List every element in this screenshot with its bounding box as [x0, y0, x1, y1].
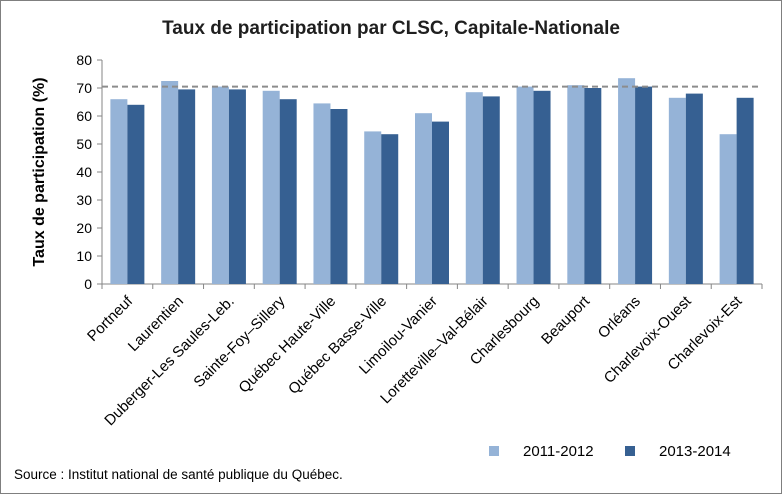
y-tick-label: 60: [76, 108, 92, 124]
bar-series-1: [211, 86, 229, 284]
bar-series-1: [668, 97, 686, 284]
bar-series-2: [432, 121, 449, 284]
y-tick-label: 10: [76, 248, 92, 264]
x-tick-label: Orléans: [595, 293, 644, 342]
bar-series-2: [178, 89, 196, 285]
y-axis-label: Taux de participation (%): [31, 77, 48, 266]
bar-series-2: [381, 134, 399, 284]
bar-series-2: [584, 88, 602, 284]
legend-label-series-2: 2013-2014: [659, 443, 731, 460]
bar-series-1: [364, 131, 382, 284]
source-note: Source : Institut national de santé publ…: [14, 467, 343, 482]
y-tick-label: 0: [84, 276, 92, 292]
bar-series-1: [567, 85, 585, 284]
bar-series-1: [719, 134, 737, 284]
y-tick-label: 30: [76, 192, 92, 208]
legend-item-series-2: 2013-2014: [625, 443, 731, 460]
bar-series-2: [685, 93, 703, 284]
legend-label-series-1: 2011-2012: [523, 443, 594, 460]
y-tick-label: 70: [76, 80, 92, 96]
bar-series-2: [533, 90, 551, 284]
legend-item-series-1: 2011-2012: [489, 443, 594, 460]
y-tick-label: 40: [76, 164, 92, 180]
bar-series-1: [262, 90, 280, 284]
x-tick-label: Sainte-Foy–Sillery: [190, 292, 288, 390]
bar-series-1: [618, 78, 636, 284]
x-tick-label: Beauport: [538, 292, 594, 348]
bar-series-2: [482, 96, 500, 285]
bar-series-2: [635, 86, 653, 284]
x-tick-label: Québec Basse-Ville: [285, 293, 390, 398]
y-tick-label: 50: [76, 136, 92, 152]
bar-series-1: [516, 86, 534, 284]
bar-series-1: [465, 92, 483, 284]
y-tick-label: 20: [76, 220, 92, 236]
x-tick-label: Québec Haute-Ville: [235, 293, 339, 397]
x-tick-label: Charlevoix-Ouest: [601, 292, 696, 387]
bar-series-1: [415, 113, 432, 284]
bar-series-2: [228, 89, 246, 285]
y-tick-label: 80: [76, 52, 92, 68]
bar-series-2: [127, 104, 145, 284]
bar-series-2: [330, 109, 348, 284]
bar-series-1: [161, 81, 179, 284]
legend-swatch-series-2: [625, 446, 635, 457]
legend-swatch-series-1: [489, 446, 499, 457]
bar-series-1: [110, 99, 128, 284]
bar-series-2: [279, 99, 297, 284]
bar-series-1: [313, 103, 331, 285]
chart-title: Taux de participation par CLSC, Capitale…: [162, 18, 620, 39]
bar-series-2: [736, 97, 754, 284]
x-tick-label: Portneuf: [84, 292, 137, 345]
